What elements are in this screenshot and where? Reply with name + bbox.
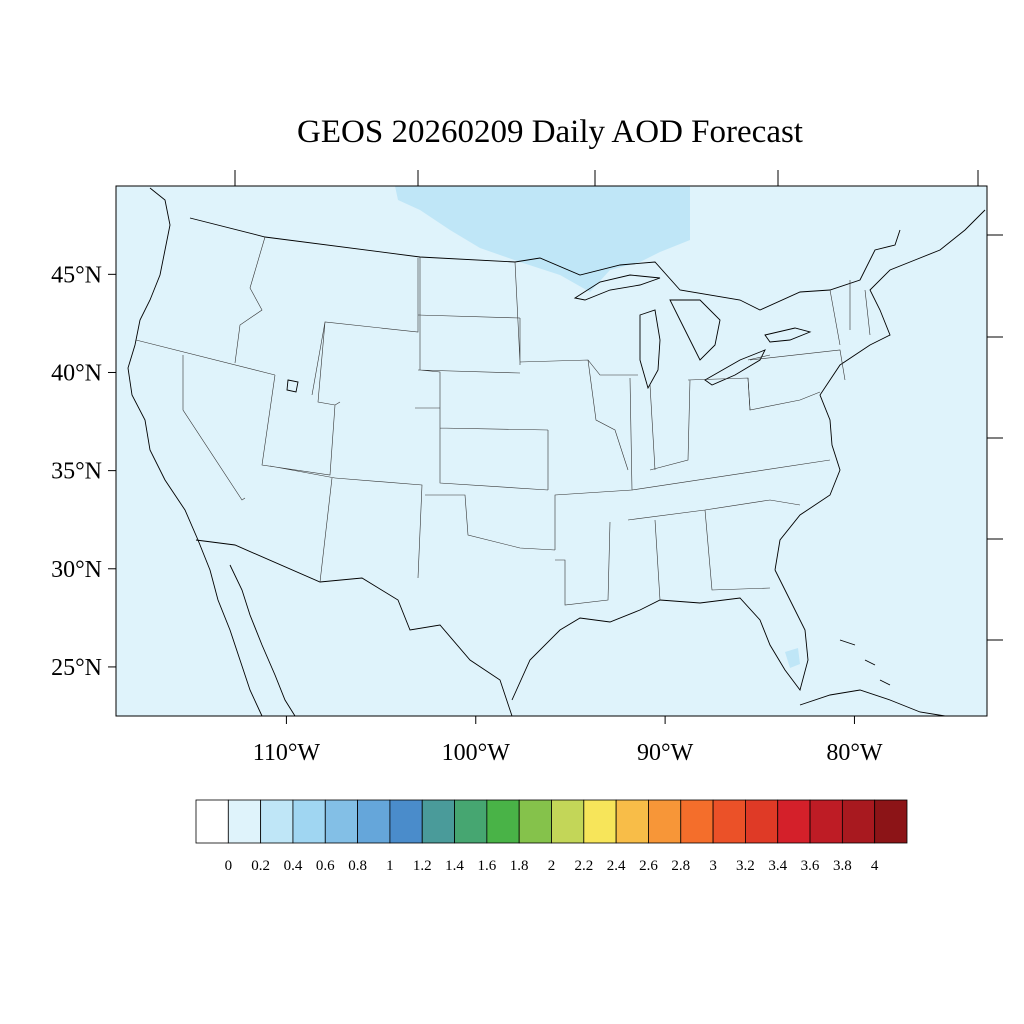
colorbar-swatch [227,799,262,844]
lon-tick-label: 90°W [637,740,694,766]
state-borders-plains [334,257,556,579]
lat-tick-label: 30°N [51,557,102,583]
colorbar-label: 1.4 [445,858,464,874]
coastlines-and-borders [127,187,986,717]
colorbar-swatch [615,799,649,844]
colorbar-label: 2.4 [607,858,626,874]
colorbar-swatch [648,799,682,844]
cuba [799,689,946,717]
lake-erie [704,349,766,386]
lat-tick-label: 35°N [51,459,102,485]
colorbar-swatch [583,799,617,844]
colorbar-label: 0 [225,858,233,874]
aod-plume-small-patch [785,648,800,668]
lon-tick-label: 100°W [442,740,511,766]
colorbar-swatch [389,799,423,844]
colorbar-label: 1 [386,858,394,874]
state-borders-midwest [514,261,751,550]
colorbar-swatch [809,799,843,844]
longitude-axis: 110°W 100°W 90°W 80°W [253,716,883,766]
colorbar-swatch [712,799,746,844]
colorbar-label: 3.6 [801,858,820,874]
lake-huron [669,299,721,361]
lake-ontario [764,327,812,343]
colorbar-swatch [292,799,326,844]
lake-michigan [639,309,661,390]
colorbar-swatch [357,799,391,844]
lon-tick-label: 80°W [826,740,883,766]
colorbar: 0 0.2 0.4 0.6 0.8 1 1.2 1.4 1.6 1.8 2 2.2 2.4 2.6 2.8 3… [195,799,908,874]
gulf-coast [511,569,809,701]
colorbar-swatch [324,799,358,844]
colorbar-label: 1.2 [413,858,432,874]
colorbar-label: 0.4 [284,858,303,874]
colorbar-swatch [777,799,811,844]
state-borders [135,236,871,606]
map-frame [115,185,988,717]
lake-superior [573,274,661,301]
colorbar-swatch [486,799,520,844]
west-coast [127,187,263,717]
colorbar-swatch [551,799,585,844]
colorbar-swatch [454,799,488,844]
latitude-axis: 45°N 40°N 35°N 30°N 25°N [51,262,116,681]
canada-border [189,217,901,311]
colorbar-swatch [874,799,908,844]
bahamas [839,639,891,686]
colorbar-swatch [195,799,229,844]
colorbar-swatch [745,799,779,844]
colorbar-label: 1.6 [477,858,496,874]
colorbar-swatch [518,799,552,844]
great-salt-lake [286,379,299,393]
colorbar-swatch [421,799,455,844]
colorbar-label: 2.2 [574,858,593,874]
colorbar-swatch [680,799,714,844]
map-panel: 45°N 40°N 35°N 30°N 25°N 110°W 100°W 90°W 80°W [51,170,1003,766]
colorbar-label: 3.4 [768,858,787,874]
colorbar-label: 3.8 [833,858,852,874]
lat-tick-label: 45°N [51,262,102,288]
lat-tick-label: 40°N [51,360,102,386]
right-tick-marks [987,234,1003,641]
lat-tick-label: 25°N [51,655,102,681]
top-tick-marks [234,170,979,186]
lon-tick-label: 110°W [253,740,321,766]
state-borders-south [547,430,831,606]
colorbar-label: 2.6 [639,858,658,874]
colorbar-label: 0.2 [251,858,270,874]
east-coast [774,209,986,571]
colorbar-label: 1.8 [510,858,529,874]
mexico-border [195,539,513,717]
figure-title: GEOS 20260209 Daily AOD Forecast [297,114,803,150]
colorbar-label: 3 [709,858,717,874]
colorbar-label: 3.2 [736,858,755,874]
colorbar-label: 0.6 [316,858,335,874]
colorbar-swatch [260,799,294,844]
state-borders-east [747,280,871,411]
colorbar-label: 2.8 [671,858,690,874]
colorbar-label: 0.8 [348,858,367,874]
map-background [116,186,987,716]
colorbar-label: 2 [548,858,556,874]
colorbar-label: 4 [871,858,879,874]
colorbar-swatch [841,799,876,844]
state-borders-west [135,236,419,583]
baja-coast [229,564,296,717]
